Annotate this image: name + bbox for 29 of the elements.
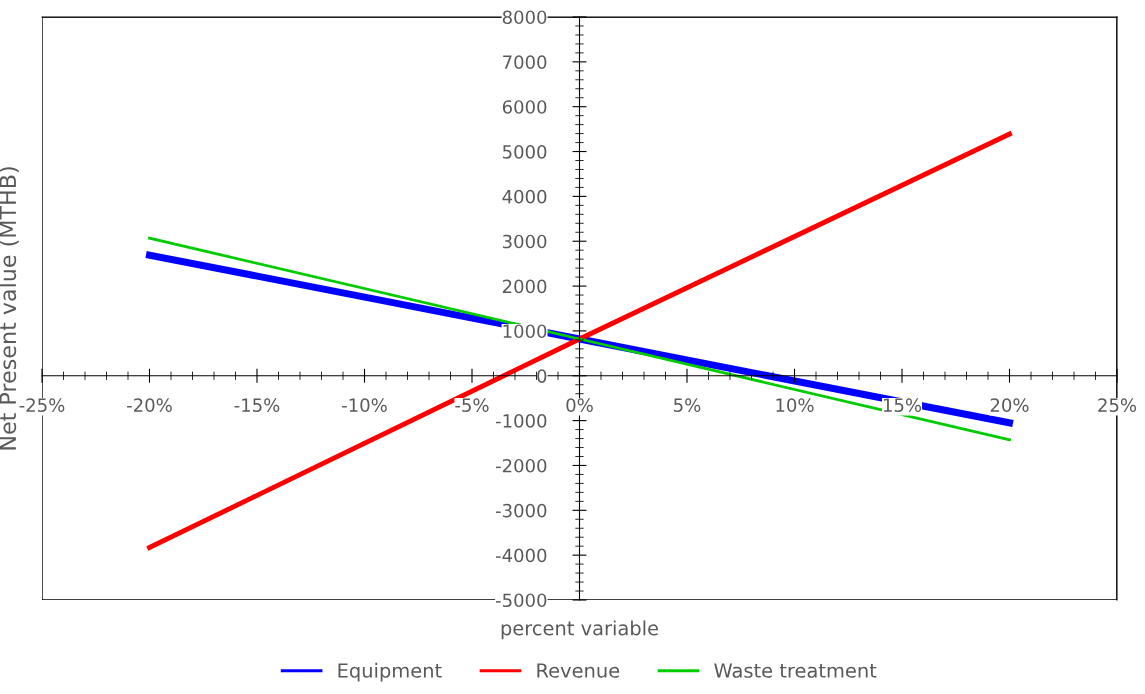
y-tick-label: 4000 xyxy=(502,189,547,204)
y-tick-label: 2000 xyxy=(502,279,547,294)
x-tick-label: -15% xyxy=(234,398,280,412)
x-tick-label: -20% xyxy=(127,398,172,412)
x-tick-label: 10% xyxy=(776,398,814,412)
y-tick-label: -2000 xyxy=(495,458,547,473)
x-tick-label: -25% xyxy=(19,398,65,412)
legend-label: Waste treatment xyxy=(714,663,877,678)
y-tick-label: 3000 xyxy=(502,234,547,249)
x-tick-label: -5% xyxy=(455,398,489,412)
y-tick-label: 7000 xyxy=(503,55,547,69)
y-tick-label: 1000 xyxy=(503,324,547,339)
x-axis-title: percent variable xyxy=(501,620,659,640)
x-tick-label: 20% xyxy=(990,398,1029,412)
x-tick-label: 25% xyxy=(1098,398,1137,412)
x-tick-label: 0% xyxy=(566,398,593,412)
legend-label: Equipment xyxy=(338,662,442,682)
y-tick-label: -4000 xyxy=(495,548,547,563)
legend-label: Revenue xyxy=(537,663,620,678)
y-tick-label: 0 xyxy=(537,369,547,383)
y-tick-label: 5000 xyxy=(503,145,547,159)
x-tick-label: 5% xyxy=(674,398,701,412)
y-tick-label: -5000 xyxy=(495,593,547,608)
y-tick-label: 8000 xyxy=(502,10,547,25)
x-tick-label: -10% xyxy=(342,398,387,412)
y-tick-label: 6000 xyxy=(502,100,547,114)
y-tick-label: -3000 xyxy=(495,503,547,518)
y-tick-label: -1000 xyxy=(495,414,547,428)
x-tick-label: 15% xyxy=(883,398,922,412)
